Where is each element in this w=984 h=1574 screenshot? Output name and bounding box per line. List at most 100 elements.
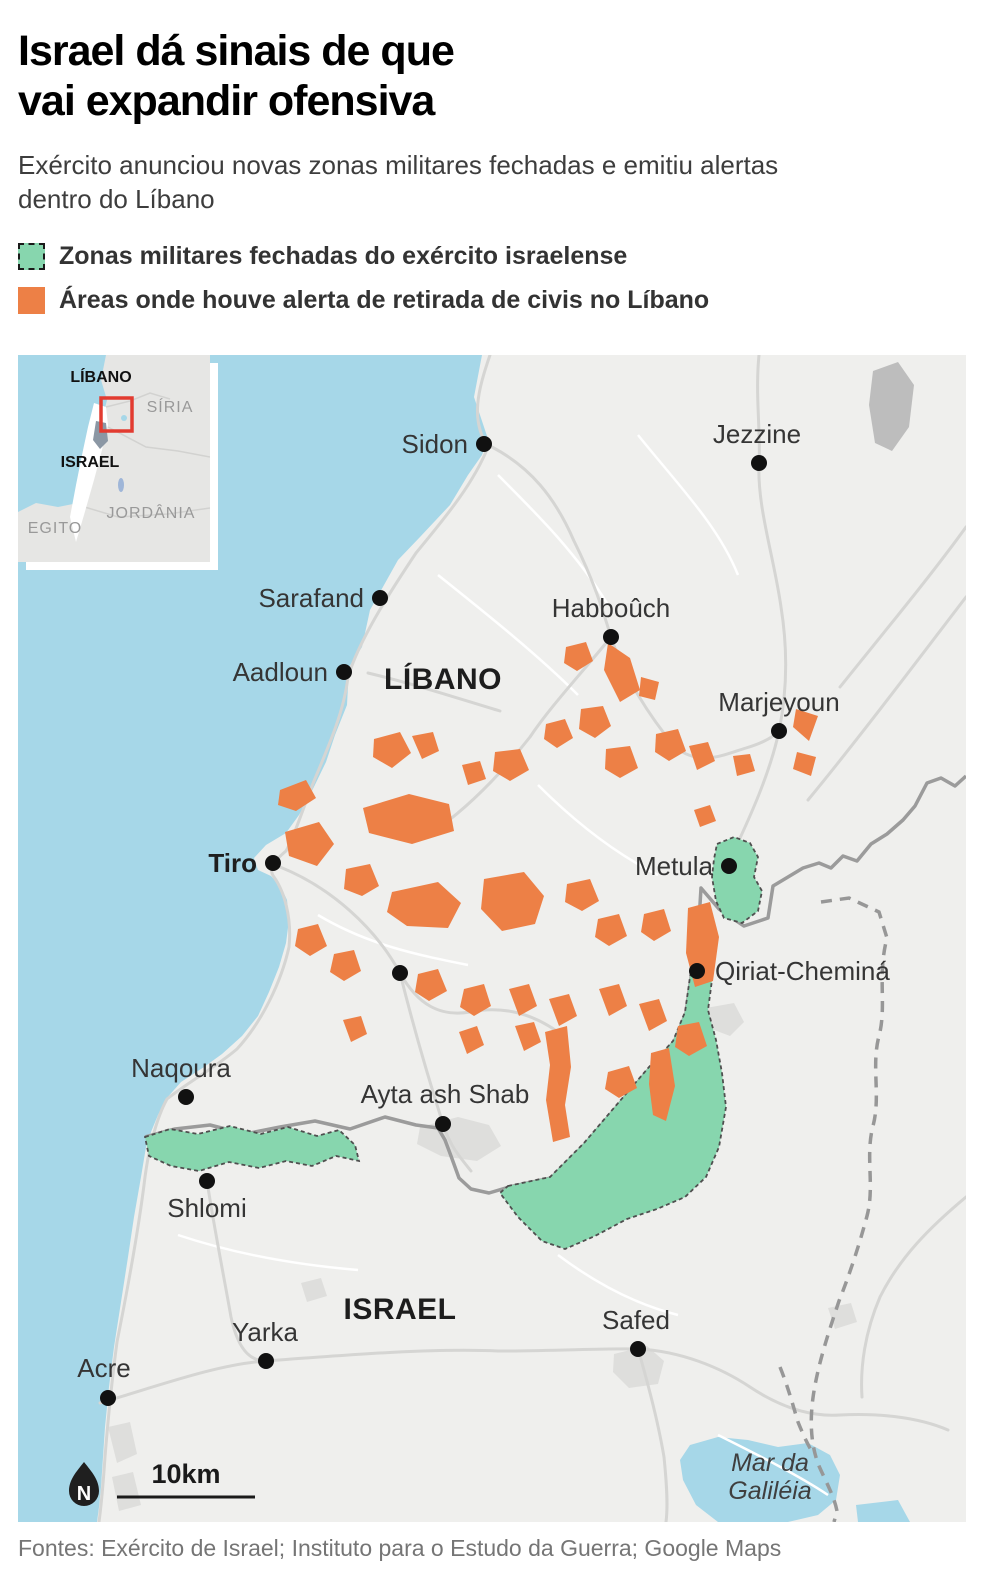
city-dot [689,963,705,979]
city-label: Qiriat-Cheminá [715,956,890,986]
legend-label: Áreas onde houve alerta de retirada de c… [59,285,710,314]
scale-bar: 10km [117,1459,255,1499]
sea-mediterranean [18,355,488,1522]
inset-borders [77,392,211,518]
city-marker: Naqoura [131,1053,231,1105]
city-label: Tiro [208,848,257,878]
city-dot [603,629,619,645]
north-arrow: N [69,1462,99,1506]
legend-item-closed-zones: Zonas militares fechadas do exército isr… [18,240,958,272]
city-marker: Yarka [232,1317,299,1369]
subtitle: Exército anunciou novas zonas militares … [18,150,779,214]
orange-zone [733,754,755,776]
sources-text: Fontes: Exército de Israel; Instituto pa… [18,1534,782,1561]
city-label: Jezzine [713,419,801,449]
inset-lake [121,415,127,421]
city-label: Aadloun [233,657,328,687]
green-zone-swatch [18,242,45,270]
green-zone [143,1125,361,1172]
city-marker: Sarafand [258,583,388,613]
city-dot [199,1173,215,1189]
city-markers: Sidon Jezzine Sarafand Aadloun Habboûch Marje… [77,419,890,1406]
city-dot [392,965,408,981]
city-marker: Jezzine [713,419,801,471]
orange-zone [639,999,667,1031]
orange-zone [295,924,327,956]
city-dot [751,455,767,471]
orange-zone [415,969,447,1001]
orange-zone [595,914,627,946]
map-region-label: ISRAEL [343,1293,456,1326]
city-marker: Shlomi [167,1173,247,1223]
orange-zone [564,642,593,671]
orange-zone [363,794,454,844]
inset-label-siria: SÍRIA [147,397,194,416]
legend-item-alert-areas: Áreas onde houve alerta de retirada de c… [18,284,958,316]
inset-label-libano: LÍBANO [70,367,131,386]
city-label: Ayta ash Shab [361,1079,530,1109]
orange-zone [599,984,627,1016]
city-dot [372,590,388,606]
city-dot [771,723,787,739]
orange-zone [459,1026,484,1054]
orange-zone [605,1066,637,1098]
orange-zone [675,1022,707,1056]
orange-zone [285,822,334,866]
orange-zone [343,1016,367,1042]
city-label: Yarka [232,1317,299,1347]
orange-zone [481,872,544,931]
orange-zone [655,729,686,761]
orange-zone [793,752,816,776]
city-label: Acre [77,1353,130,1383]
minor-roads [177,434,829,1497]
city-dot [265,855,281,871]
city-marker: Metula [635,851,737,881]
city-label: Habboûch [552,593,671,623]
orange-zone [641,909,671,941]
title-line-2: vai expandir ofensiva [18,77,435,125]
city-dot [630,1341,646,1357]
inset-highlight-box [99,396,134,433]
orange-zone [639,677,659,700]
orange-zone [793,709,818,741]
city-label: Metula [635,851,714,881]
city-marker: Ayta ash Shab [361,1079,530,1132]
city-dot [721,858,737,874]
green-zone [711,836,763,924]
orange-zone [344,864,379,896]
legend: Zonas militares fechadas do exército isr… [18,240,958,328]
orange-zone [689,742,715,770]
orange-zone [460,984,491,1016]
page-title: Israel dá sinais de que vai expandir ofe… [18,26,948,126]
orange-zone [493,749,529,781]
orange-zone [330,950,361,981]
orange-zone [278,780,316,811]
header: Israel dá sinais de que vai expandir ofe… [18,26,948,216]
inset-locator-map: LÍBANO SÍRIA ISRAEL JORDÂNIA EGITO [18,355,211,562]
city-marker: Sidon [402,429,492,459]
orange-zone [579,706,611,738]
city-dot [258,1353,274,1369]
orange-zone [694,805,716,827]
city-marker: Acre [77,1353,131,1406]
orange-zone [604,643,640,702]
title-line-1: Israel dá sinais de que [18,27,455,75]
map-region-label: Mar da [731,1449,809,1477]
sea-of-galilee [680,1437,840,1522]
dashed-border [778,896,889,1523]
city-label: Marjeyoun [718,687,839,717]
city-dot [476,436,492,452]
city-marker: Safed [602,1305,670,1357]
city-label: Sarafand [258,583,364,613]
city-dot [178,1089,194,1105]
inset-label-jordania: JORDÂNIA [107,503,196,522]
water-patch [856,1500,910,1522]
orange-zone [544,719,573,748]
inset-label-egito: EGITO [28,520,83,537]
map-region-label: Galiléia [728,1477,811,1505]
city-marker: Marjeyoun [718,687,840,739]
evacuation-alert-areas [278,642,818,1142]
orange-zone [509,984,537,1016]
legend-label: Zonas militares fechadas do exército isr… [59,241,628,270]
